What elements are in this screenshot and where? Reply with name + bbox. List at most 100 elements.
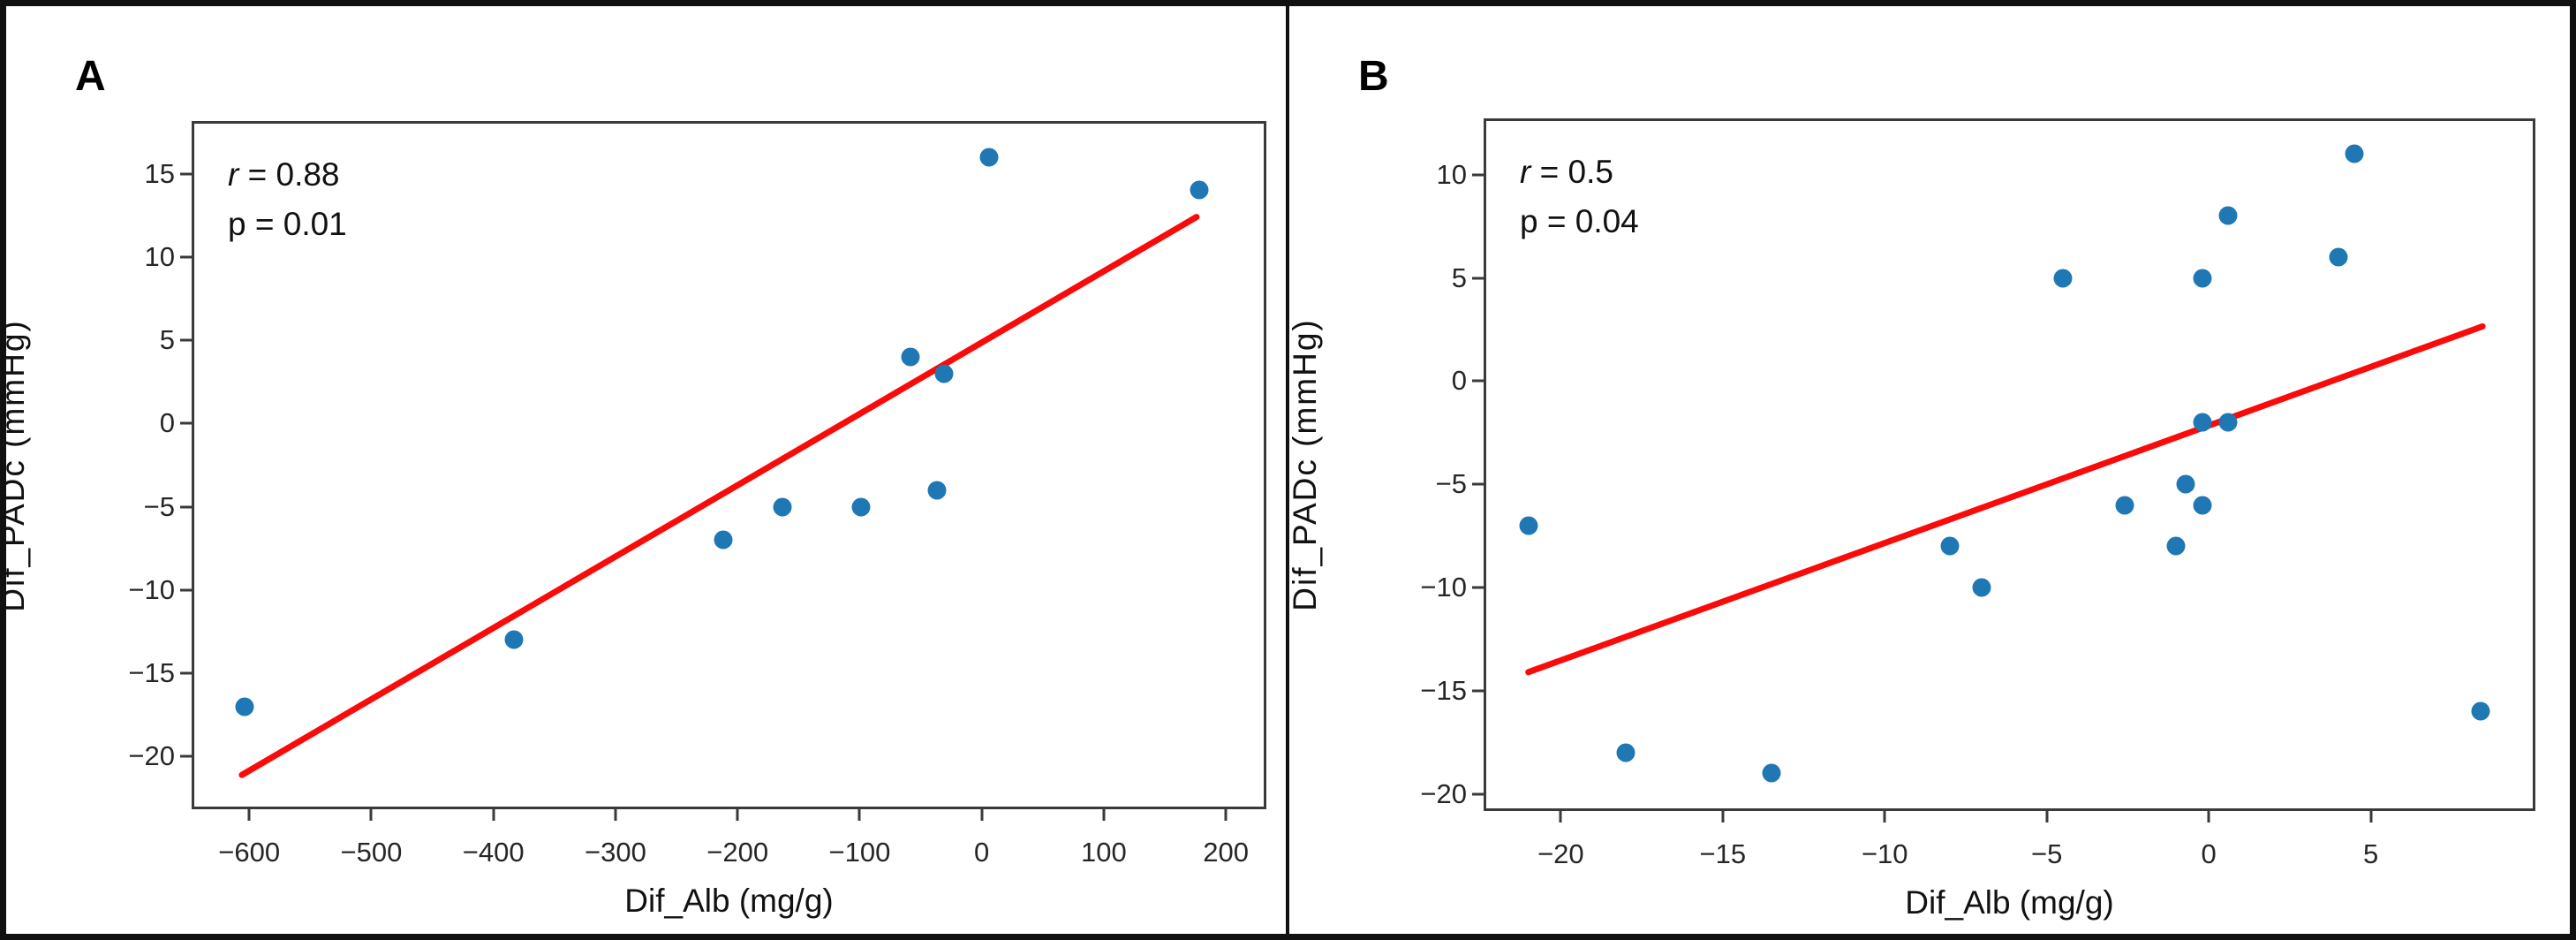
x-axis-label-a: Dif_Alb (mg/g) — [624, 883, 834, 919]
data-point — [1972, 578, 1991, 597]
data-point — [1940, 536, 1960, 556]
data-point — [2115, 496, 2134, 515]
y-tick-label: 10 — [1436, 158, 1467, 190]
x-tick-mark — [736, 809, 739, 821]
y-tick-label: 10 — [144, 240, 175, 272]
stats-annotation-b: r = 0.5 p = 0.04 — [1520, 148, 1639, 246]
x-tick-mark — [1559, 811, 1562, 822]
data-point — [2218, 413, 2238, 432]
x-tick-mark — [492, 809, 495, 821]
y-tick-label: 5 — [1451, 262, 1467, 293]
y-tick-mark — [1472, 482, 1484, 486]
y-tick-mark — [1472, 689, 1484, 693]
y-tick-label: 15 — [144, 157, 175, 189]
p-value-line: p = 0.01 — [228, 206, 347, 242]
x-tick-label: −500 — [340, 837, 403, 868]
data-point — [714, 530, 733, 550]
panel-b-plot-area: r = 0.5 p = 0.04 Dif_Alb (mg/g) Dif_PADc… — [1287, 118, 2535, 921]
data-point — [504, 630, 524, 649]
y-tick-mark — [180, 671, 192, 675]
y-tick-label: −5 — [1435, 468, 1467, 500]
x-tick-label: 100 — [1081, 837, 1127, 868]
y-tick-mark — [1472, 379, 1484, 383]
data-point — [1519, 516, 1538, 535]
y-tick-label: −20 — [1420, 777, 1467, 809]
data-point — [773, 497, 792, 517]
data-point — [235, 697, 254, 716]
y-tick-label: 5 — [159, 324, 175, 356]
panel-a: A r = 0.88 p = 0.01 Dif_Alb (mg/g) Dif_P… — [0, 6, 1286, 934]
y-tick-mark — [180, 588, 192, 592]
x-tick-label: 200 — [1203, 837, 1249, 868]
y-tick-label: −10 — [1420, 572, 1467, 603]
x-tick-mark — [247, 809, 251, 821]
regression-line-b — [1525, 322, 2486, 676]
y-tick-mark — [180, 255, 192, 259]
x-tick-mark — [980, 809, 984, 821]
y-tick-mark — [180, 421, 192, 425]
data-point — [2345, 144, 2364, 163]
x-tick-label: −600 — [218, 837, 281, 868]
p-value-line: p = 0.04 — [1520, 203, 1639, 239]
x-tick-mark — [1721, 811, 1725, 822]
data-point — [2193, 413, 2212, 432]
y-tick-mark — [180, 505, 192, 509]
y-axis-label-a: Dif_PADc (mmHg) — [0, 318, 31, 612]
stats-annotation-a: r = 0.88 p = 0.01 — [228, 150, 347, 249]
data-point — [2053, 269, 2073, 288]
data-point — [851, 497, 871, 517]
x-tick-label: −400 — [462, 837, 525, 868]
y-tick-mark — [180, 754, 192, 758]
x-tick-label: 5 — [2362, 838, 2379, 869]
regression-line-a — [238, 214, 1200, 778]
x-tick-mark — [2207, 811, 2210, 822]
y-tick-label: −20 — [128, 740, 175, 772]
panel-a-plot-area: r = 0.88 p = 0.01 Dif_Alb (mg/g) Dif_PAD… — [0, 121, 1266, 919]
x-tick-label: −10 — [1861, 838, 1908, 869]
data-point — [1616, 743, 1635, 762]
data-point — [1762, 763, 1781, 783]
panel-b-letter: B — [1358, 53, 1389, 100]
data-point — [927, 481, 946, 500]
x-tick-mark — [614, 809, 617, 821]
x-tick-mark — [857, 809, 861, 821]
data-point — [1190, 180, 1209, 200]
y-tick-label: −5 — [143, 490, 175, 522]
x-tick-label: 0 — [2201, 838, 2217, 869]
data-point — [2329, 247, 2348, 267]
x-tick-mark — [2369, 811, 2373, 822]
y-tick-mark — [1472, 173, 1484, 177]
x-tick-label: 0 — [974, 837, 990, 868]
x-tick-mark — [1102, 809, 1106, 821]
x-tick-label: −5 — [2031, 838, 2063, 869]
data-point — [2166, 536, 2186, 556]
y-tick-label: −15 — [128, 657, 175, 689]
data-point — [2193, 269, 2212, 288]
x-tick-label: −100 — [828, 837, 891, 868]
panel-b: B r = 0.5 p = 0.04 Dif_Alb (mg/g) Dif_PA… — [1287, 6, 2570, 934]
x-tick-label: −200 — [706, 837, 769, 868]
x-tick-mark — [1883, 811, 1886, 822]
panel-a-letter: A — [75, 53, 106, 100]
data-point — [2193, 496, 2212, 515]
data-point — [979, 148, 999, 167]
x-tick-mark — [369, 809, 373, 821]
data-point — [2218, 206, 2238, 225]
y-tick-mark — [180, 338, 192, 342]
data-point — [934, 364, 954, 383]
x-tick-label: −20 — [1537, 838, 1584, 869]
y-tick-label: 0 — [159, 407, 175, 439]
x-axis-label-b: Dif_Alb (mg/g) — [1905, 884, 2114, 921]
panel-divider — [1286, 6, 1289, 934]
x-tick-mark — [1224, 809, 1228, 821]
y-tick-mark — [1472, 792, 1484, 796]
y-tick-mark — [1472, 277, 1484, 280]
data-point — [2176, 474, 2195, 494]
y-tick-mark — [180, 172, 192, 176]
x-tick-mark — [2045, 811, 2049, 822]
data-point — [2471, 701, 2490, 721]
y-tick-mark — [1472, 586, 1484, 589]
r-value-line: r = 0.88 — [228, 156, 340, 193]
y-tick-label: −15 — [1420, 674, 1467, 706]
